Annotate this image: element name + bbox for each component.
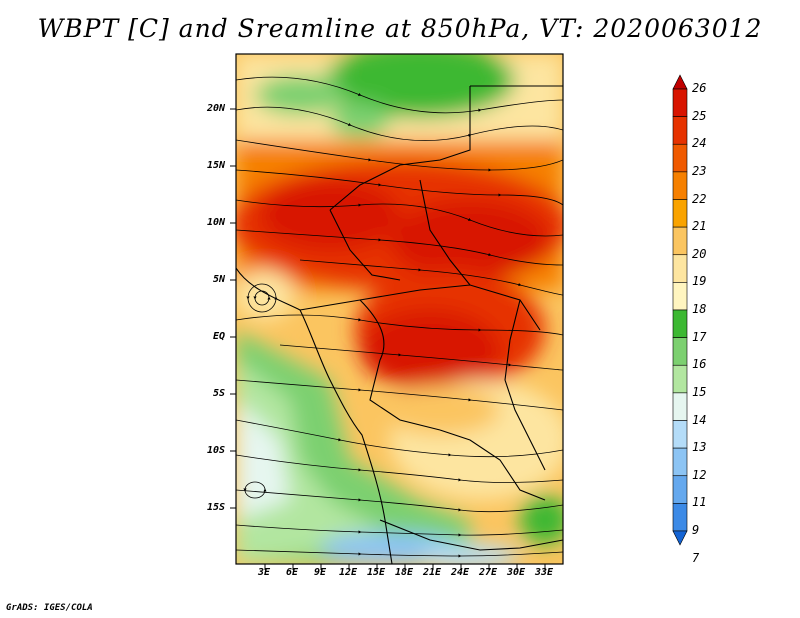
colorbar-label: 12: [692, 467, 707, 482]
lon-label-33e: 33E: [535, 567, 554, 578]
map-frame: [235, 53, 564, 565]
lon-label-30e: 30E: [507, 567, 526, 578]
colorbar-label: 15: [692, 384, 707, 399]
colorbar-label: 9: [692, 523, 700, 537]
colorbar-swatch: [672, 503, 688, 532]
lon-label-15e: 15E: [367, 567, 386, 578]
colorbar-label: 26: [692, 81, 707, 95]
colorbar-swatch: [672, 337, 688, 366]
colorbar-swatch: [672, 116, 688, 145]
lat-label-5n: 5N: [213, 274, 226, 285]
streamlines: [236, 76, 563, 558]
lon-label-3e: 3E: [258, 567, 271, 578]
lon-label-27e: 27E: [479, 567, 498, 578]
colorbar-label: 18: [692, 302, 707, 316]
colorbar-bottom-arrow: [672, 530, 688, 546]
colorbar-label: 22: [692, 191, 707, 206]
lat-label-10s: 10S: [207, 445, 226, 456]
colorbar-top-arrow: [672, 74, 688, 90]
colorbar-swatch: [672, 199, 688, 228]
colorbar-label: 25: [692, 108, 707, 123]
lat-label-5s: 5S: [213, 388, 226, 399]
lon-label-18e: 18E: [395, 567, 414, 578]
colorbar-label: 16: [692, 357, 707, 372]
colorbar-label: 14: [692, 412, 707, 427]
colorbar-label: 11: [692, 495, 707, 510]
colorbar-swatch: [672, 420, 688, 449]
colorbar-swatch: [672, 171, 688, 200]
lon-label-9e: 9E: [314, 567, 327, 578]
colorbar-swatch: [672, 88, 688, 117]
lat-label-eq: EQ: [213, 331, 226, 342]
grads-credit: GrADS: IGES/COLA: [6, 603, 93, 613]
colorbar-label: 20: [692, 246, 707, 261]
colorbar-label: 13: [692, 440, 707, 455]
lon-label-24e: 24E: [451, 567, 470, 578]
lon-label-6e: 6E: [286, 567, 299, 578]
colorbar-swatch: [672, 309, 688, 338]
colorbar-swatch: [672, 254, 688, 283]
colorbar-label: 21: [692, 219, 707, 234]
colorbar-swatch: [672, 475, 688, 504]
colorbar-swatch: [672, 447, 688, 477]
colorbar-swatch: [672, 282, 688, 311]
lat-label-10n: 10N: [207, 217, 226, 228]
colorbar-swatch: [672, 392, 688, 421]
lon-label-12e: 12E: [339, 567, 358, 578]
lat-label-15n: 15N: [207, 160, 226, 171]
lon-label-21e: 21E: [423, 567, 442, 578]
colorbar-label: 17: [692, 329, 707, 344]
colorbar-swatch: [672, 226, 688, 256]
colorbar-swatch: [672, 364, 688, 394]
colorbar-label: 23: [692, 163, 707, 178]
colorbar-swatch: [672, 143, 688, 173]
lat-label-15s: 15S: [207, 502, 226, 513]
axis-ticks: [230, 108, 546, 570]
colorbar-label: 7: [692, 550, 700, 565]
lat-label-20n: 20N: [207, 103, 226, 114]
colorbar-label: 19: [692, 274, 707, 289]
colorbar-label: 24: [692, 136, 707, 151]
map-title: WBPT [C] and Sreamline at 850hPa, VT: 20…: [37, 14, 763, 43]
colorbar: [672, 74, 688, 546]
